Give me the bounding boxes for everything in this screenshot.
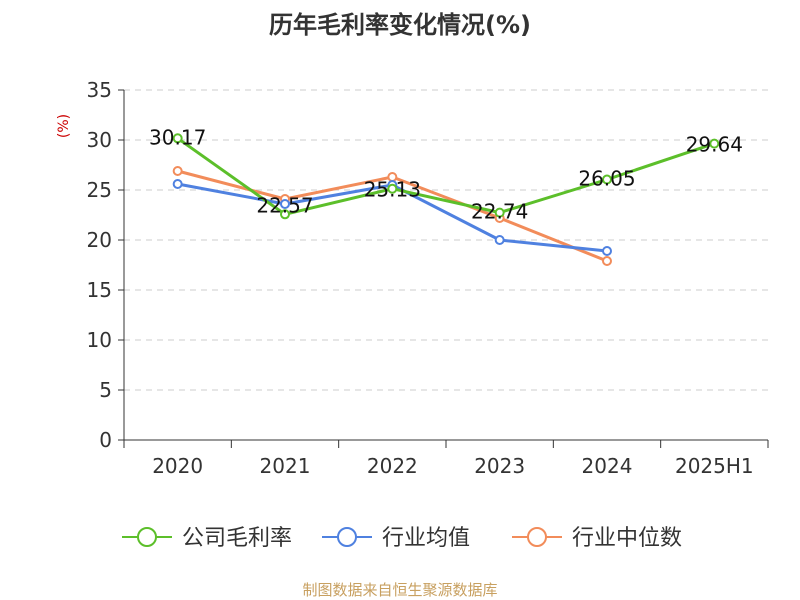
legend-label: 行业均值 [382, 526, 470, 551]
data-point[interactable] [280, 199, 290, 209]
data-point[interactable] [387, 183, 398, 194]
x-tick-label: 2025H1 [675, 454, 754, 478]
data-label: 30.17 [149, 125, 206, 149]
series-lines [172, 133, 720, 266]
y-tick-label: 15 [87, 278, 112, 302]
data-label: 25.13 [364, 178, 421, 202]
data-point[interactable] [172, 133, 183, 144]
data-point[interactable] [709, 138, 720, 149]
source-note: 制图数据来自恒生聚源数据库 [302, 581, 497, 599]
x-tick-label: 2020 [152, 454, 203, 478]
data-point[interactable] [602, 246, 612, 256]
data-point[interactable] [602, 256, 612, 266]
x-tick-label: 2022 [367, 454, 418, 478]
y-axis-label: (%) [56, 114, 72, 138]
series-0 [172, 133, 720, 220]
data-labels: 30.17 22.57 25.13 22.74 26.05 29.64 [149, 125, 743, 223]
legend-item-0[interactable]: 公司毛利率 [122, 526, 292, 551]
x-tick-label: 2024 [582, 454, 633, 478]
x-tick-label: 2021 [260, 454, 311, 478]
legend-label: 公司毛利率 [182, 526, 292, 551]
x-tick-label: 2023 [474, 454, 525, 478]
legend-marker [137, 527, 157, 547]
y-tick-label: 5 [99, 378, 112, 402]
y-tick-label: 0 [99, 428, 112, 452]
legend-label: 行业中位数 [572, 526, 682, 551]
data-point[interactable] [172, 166, 183, 176]
y-tick-label: 25 [87, 178, 112, 202]
data-point[interactable] [172, 179, 183, 189]
series-line [176, 137, 715, 216]
legend-item-1[interactable]: 行业均值 [322, 526, 470, 551]
legend-marker [527, 527, 547, 547]
y-tick-label: 20 [87, 228, 112, 252]
data-point[interactable] [602, 174, 612, 185]
y-tick-label: 10 [87, 328, 112, 352]
data-label: 22.57 [256, 193, 313, 217]
y-tick-label: 35 [87, 78, 112, 102]
data-point[interactable] [494, 235, 505, 245]
chart-title: 历年毛利率变化情况(%) [269, 11, 531, 39]
legend: 公司毛利率 行业均值 行业中位数 [122, 526, 682, 551]
axes: 0 5 10 15 20 25 30 35 2020 2021 2022 2023 2024 2025H1 [87, 78, 769, 478]
legend-item-2[interactable]: 行业中位数 [512, 526, 682, 551]
y-tick-label: 30 [87, 128, 112, 152]
data-label: 22.74 [471, 200, 528, 224]
data-point[interactable] [280, 209, 290, 220]
data-label: 29.64 [686, 133, 743, 157]
legend-marker [337, 527, 357, 547]
data-label: 26.05 [578, 167, 635, 191]
data-point[interactable] [494, 207, 505, 218]
grid-lines [124, 89, 768, 391]
